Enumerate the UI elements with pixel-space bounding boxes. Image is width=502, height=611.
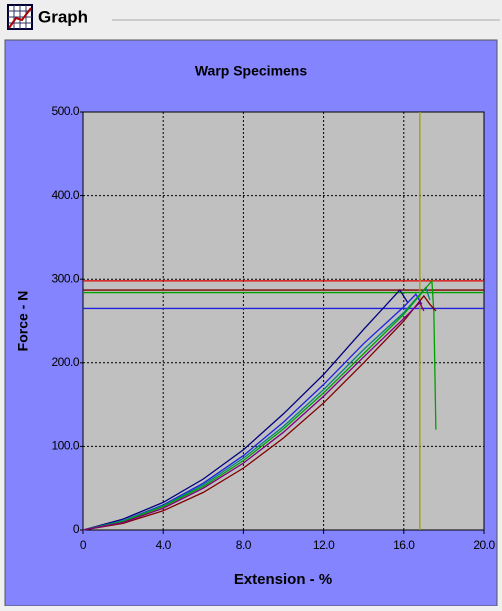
graph-icon xyxy=(7,4,33,30)
window-title: Graph xyxy=(38,7,88,26)
y-tick-label: 0 xyxy=(73,522,80,536)
y-tick-label: 200.0 xyxy=(51,355,79,369)
series-line xyxy=(82,294,437,531)
y-axis-label: Force - N xyxy=(15,291,31,352)
x-tick-label: 4.0 xyxy=(156,538,172,552)
x-axis-label: Extension - % xyxy=(234,571,332,588)
series-line xyxy=(82,279,437,531)
x-tick-label: 16.0 xyxy=(393,538,415,552)
series-line xyxy=(82,286,431,531)
y-tick-label: 100.0 xyxy=(51,439,79,453)
x-tick-label: 0 xyxy=(80,538,87,552)
x-tick-label: 20.0 xyxy=(473,538,495,552)
series-line xyxy=(82,301,425,531)
y-tick-label: 500.0 xyxy=(51,104,79,118)
series-line xyxy=(82,289,409,531)
plot-area xyxy=(82,111,485,531)
x-tick-label: 12.0 xyxy=(313,538,335,552)
chart-title: Warp Specimens xyxy=(195,63,308,79)
x-tick-label: 8.0 xyxy=(236,538,252,552)
y-tick-label: 300.0 xyxy=(51,271,79,285)
y-tick-label: 400.0 xyxy=(51,188,79,202)
